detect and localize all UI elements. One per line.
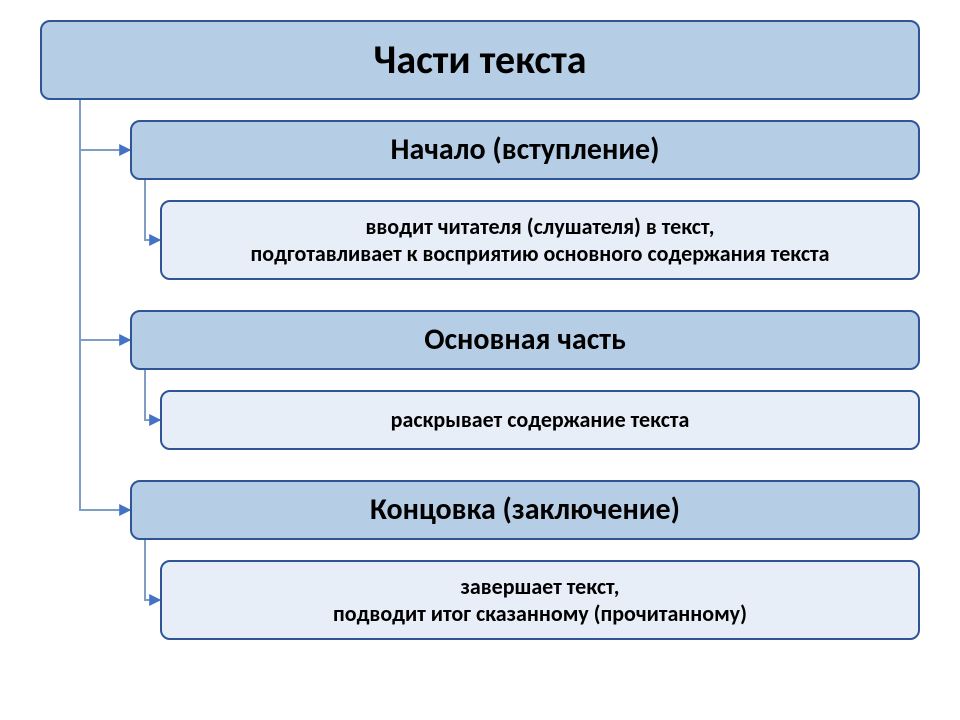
connector — [80, 100, 130, 150]
connector — [145, 370, 160, 420]
section-description: вводит читателя (слушателя) в текст, под… — [160, 200, 920, 280]
connector — [145, 540, 160, 600]
connector — [80, 100, 130, 510]
section-heading: Концовка (заключение) — [130, 480, 920, 540]
diagram-title: Части текста — [40, 20, 920, 100]
connector — [145, 180, 160, 240]
section-description: раскрывает содержание текста — [160, 390, 920, 450]
connector — [80, 100, 130, 340]
section-heading: Начало (вступление) — [130, 120, 920, 180]
section-description: завершает текст, подводит итог сказанном… — [160, 560, 920, 640]
section-heading: Основная часть — [130, 310, 920, 370]
